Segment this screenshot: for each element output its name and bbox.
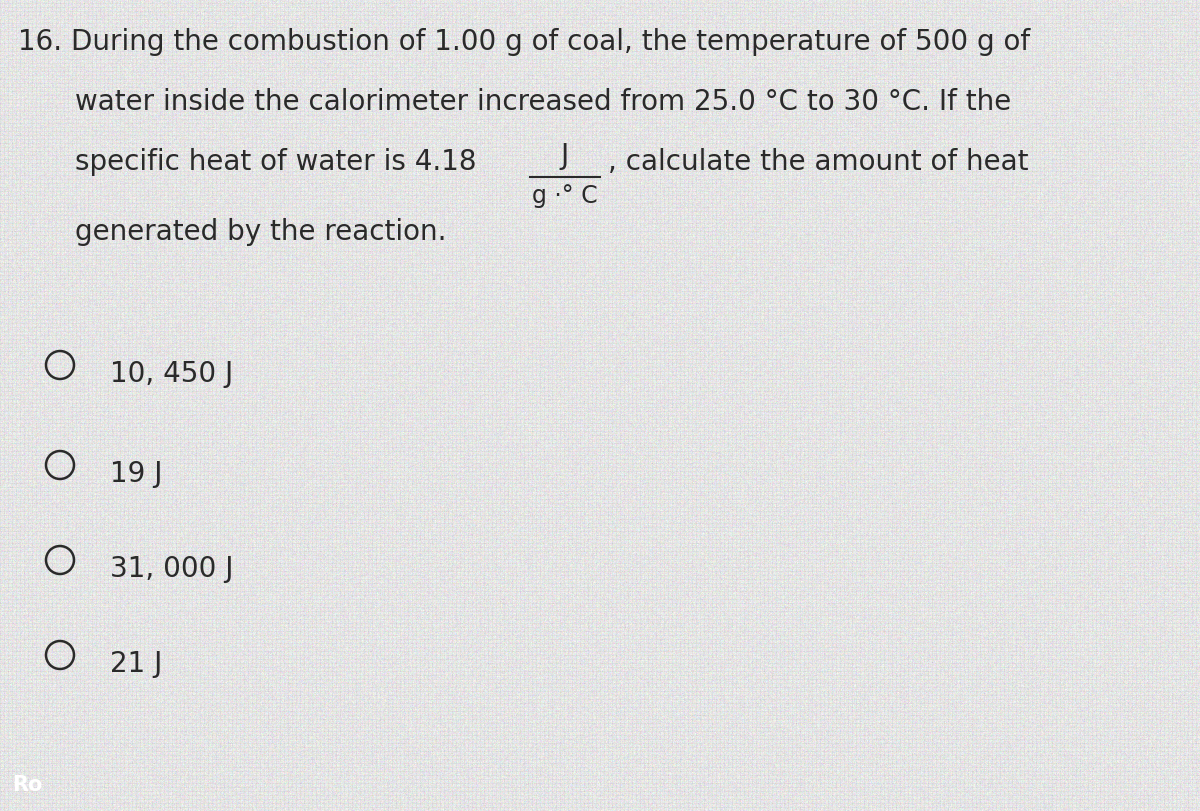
Text: , calculate the amount of heat: , calculate the amount of heat [608, 148, 1028, 176]
Text: water inside the calorimeter increased from 25.0 °C to 30 °C. If the: water inside the calorimeter increased f… [74, 88, 1012, 116]
Text: 21 J: 21 J [110, 649, 162, 677]
Text: specific heat of water is 4.18: specific heat of water is 4.18 [74, 148, 476, 176]
Text: J: J [560, 142, 569, 169]
Text: g ·° C: g ·° C [532, 184, 598, 208]
Text: Ro: Ro [12, 774, 42, 794]
Text: 10, 450 J: 10, 450 J [110, 359, 233, 388]
Text: 31, 000 J: 31, 000 J [110, 554, 234, 582]
Text: generated by the reaction.: generated by the reaction. [74, 217, 446, 246]
Text: 16. During the combustion of 1.00 g of coal, the temperature of 500 g of: 16. During the combustion of 1.00 g of c… [18, 28, 1030, 56]
Text: 19 J: 19 J [110, 460, 162, 487]
